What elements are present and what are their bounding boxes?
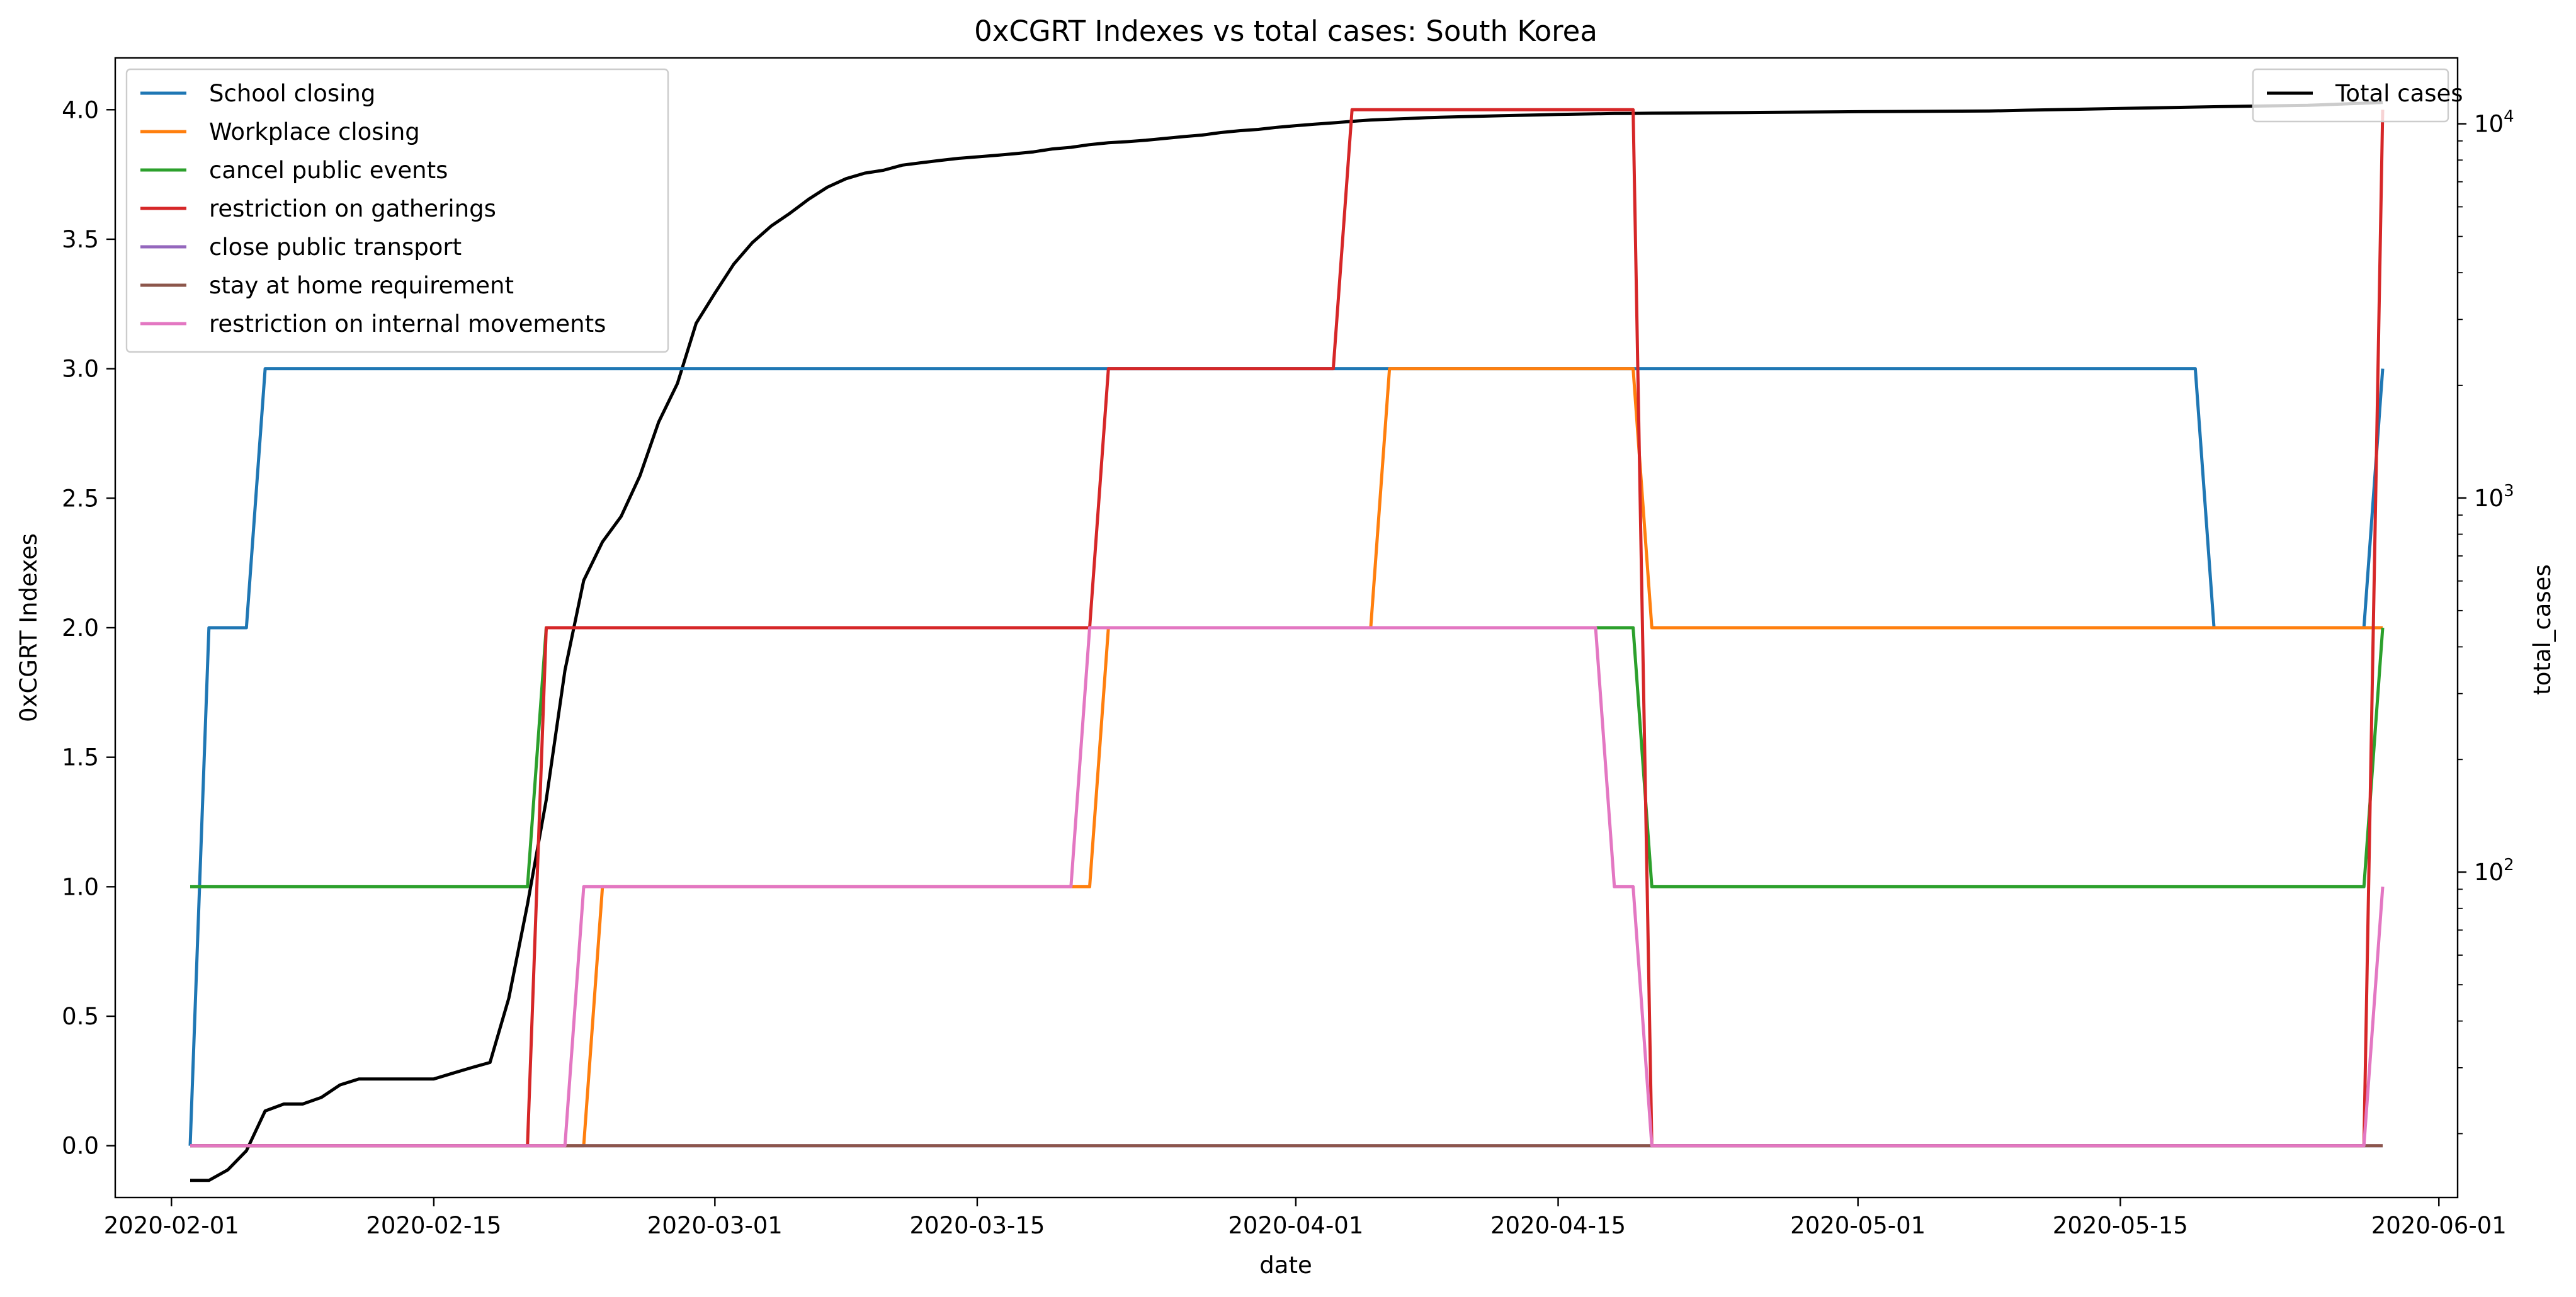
x-tick-label: 2020-05-01 bbox=[1790, 1212, 1926, 1239]
y-tick-label: 1.5 bbox=[62, 744, 99, 771]
series-line-total-cases bbox=[190, 101, 2383, 1182]
legend-label-close-public-transport: close public transport bbox=[209, 234, 462, 261]
series-line-restriction-on-internal-movements bbox=[190, 626, 2385, 1148]
y-tick-label: 3.0 bbox=[62, 356, 99, 383]
legend-label-school-closing: School closing bbox=[209, 80, 375, 107]
chart-title: 0xCGRT Indexes vs total cases: South Kor… bbox=[974, 14, 1597, 48]
y-axis-label: 0xCGRT Indexes bbox=[15, 533, 42, 722]
y-tick-label: 0.0 bbox=[62, 1133, 99, 1160]
y-tick-label: 0.5 bbox=[62, 1003, 99, 1030]
x-tick-label: 2020-02-15 bbox=[366, 1212, 501, 1239]
x-tick-label: 2020-04-15 bbox=[1490, 1212, 1626, 1239]
y-tick-label: 2.5 bbox=[62, 485, 99, 512]
legend-label-workplace-closing: Workplace closing bbox=[209, 118, 420, 145]
y-tick-label: 1.0 bbox=[62, 873, 99, 900]
x-tick-label: 2020-05-15 bbox=[2053, 1212, 2188, 1239]
x-axis: 2020-02-01 2020-02-15 2020-03-01 2020-03-15… bbox=[104, 1198, 2507, 1239]
x-tick-label: 2020-03-01 bbox=[647, 1212, 783, 1239]
series-layer bbox=[188, 101, 2385, 1182]
legend-label-cancel-public-events: cancel public events bbox=[209, 157, 448, 184]
y-tick-label: 3.5 bbox=[62, 226, 99, 253]
x-tick-label: 2020-04-01 bbox=[1228, 1212, 1363, 1239]
legend-left: School closing Workplace closing cancel pu… bbox=[125, 68, 669, 353]
y2-tick-label: 103 bbox=[2474, 482, 2514, 512]
legend-label-stay-at-home-requirement: stay at home requirement bbox=[209, 272, 514, 299]
y-axis-left: 0.0 0.5 1.0 1.5 2.0 2.5 3.0 3.5 4.0 bbox=[62, 96, 115, 1160]
legend-frame bbox=[2252, 68, 2449, 123]
y-tick-label: 2.0 bbox=[62, 615, 99, 642]
legend-right: Total cases bbox=[2252, 68, 2463, 123]
legend-label-total-cases: Total cases bbox=[2335, 80, 2463, 107]
x-axis-label: date bbox=[1259, 1252, 1312, 1279]
legend-label-restriction-on-internal-movements: restriction on internal movements bbox=[209, 310, 606, 337]
legend-frame bbox=[125, 68, 669, 353]
legend-label-restriction-on-gatherings: restriction on gatherings bbox=[209, 195, 496, 222]
series-line-cancel-public-events bbox=[190, 626, 2385, 888]
y2-tick-label: 104 bbox=[2474, 108, 2514, 138]
x-tick-label: 2020-06-01 bbox=[2371, 1212, 2507, 1239]
x-tick-label: 2020-02-01 bbox=[104, 1212, 239, 1239]
y-tick-label: 4.0 bbox=[62, 96, 99, 123]
y2-axis-label: total_cases bbox=[2529, 564, 2556, 694]
x-tick-label: 2020-03-15 bbox=[909, 1212, 1045, 1239]
